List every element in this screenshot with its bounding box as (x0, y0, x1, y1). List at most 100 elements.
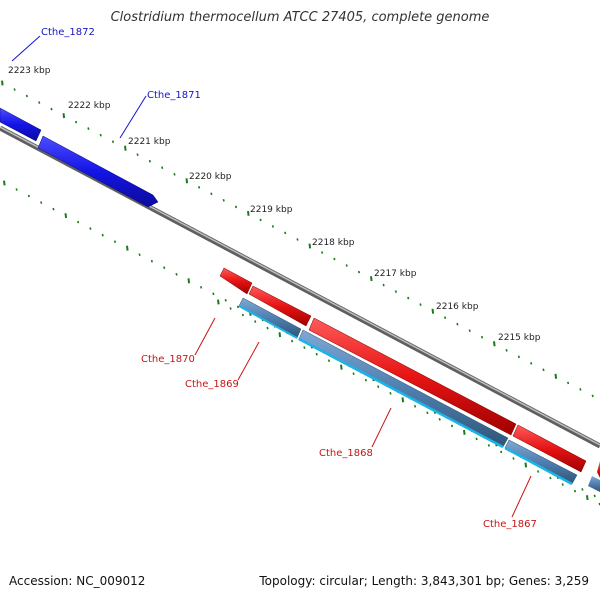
cds-highlight-2 (298, 337, 504, 449)
scale-ticks-outer (1, 80, 594, 398)
gene-label-cthe-1871[interactable]: Cthe_1871 (147, 90, 201, 101)
gene-arrow-cthe-1871[interactable] (37, 135, 159, 208)
topology-text: Topology: circular; Length: 3,843,301 bp… (259, 574, 589, 588)
scale-tick-outer-17 (210, 192, 213, 196)
cds-ticks (217, 299, 600, 506)
cds-tick-23 (500, 450, 503, 454)
scale-tick-inner-8 (101, 233, 104, 237)
scale-tick-outer-22 (271, 225, 274, 228)
gene-arrow-red-3[interactable] (308, 317, 517, 436)
cds-tick-2 (241, 313, 244, 317)
scale-tick-outer-28 (345, 264, 348, 267)
scale-tick-outer-36 (444, 316, 447, 320)
scale-tick-outer-6 (75, 120, 78, 124)
cds-tick-7 (303, 346, 306, 349)
cds-tick-13 (377, 385, 380, 389)
gene-label-cthe-1868[interactable]: Cthe_1868 (319, 448, 373, 459)
scale-label-2222: 2222 kbp (68, 101, 111, 111)
gene-arrow-cthe-1872[interactable] (0, 107, 42, 142)
scale-tick-outer-45 (554, 373, 558, 379)
scale-tick-outer-13 (161, 166, 164, 170)
scale-label-2217: 2217 kbp (374, 269, 417, 279)
scale-tick-inner-3 (40, 201, 43, 204)
scale-tick-outer-9 (111, 140, 115, 144)
cds-tick-5 (278, 332, 282, 338)
scale-tick-outer-44 (542, 368, 545, 372)
scale-tick-outer-48 (591, 394, 594, 398)
gene-arrow-red-1[interactable] (219, 267, 253, 295)
cds-tick-19 (450, 424, 454, 428)
cds-arrow-2[interactable] (298, 329, 509, 448)
callout-cthe-1869 (237, 341, 260, 381)
cds-tick-28 (561, 483, 564, 486)
scale-tick-outer-16 (198, 185, 201, 189)
scale-label-2215: 2215 kbp (498, 333, 541, 343)
cds-tick-14 (389, 391, 392, 395)
callout-cthe-1867 (511, 475, 532, 518)
callout-cthe-1871 (119, 95, 147, 139)
gene-label-cthe-1869[interactable]: Cthe_1869 (185, 379, 239, 390)
scale-tick-outer-5 (62, 113, 66, 119)
scale-tick-outer-18 (222, 198, 225, 202)
cds-tick-18 (438, 417, 441, 421)
cds-tick-10 (340, 364, 343, 370)
cds-highlight-3 (504, 446, 573, 486)
scale-tick-outer-4 (50, 107, 53, 111)
scale-tick-outer-1 (13, 88, 16, 91)
cds-tick-25 (524, 462, 528, 468)
scale-tick-outer-11 (136, 153, 139, 157)
cds-tick-6 (291, 339, 294, 343)
scale-tick-outer-7 (87, 127, 90, 130)
cds-arrow-4[interactable] (588, 476, 600, 492)
cds-highlight-1 (238, 305, 298, 339)
cds-tick-21 (475, 437, 478, 441)
scale-tick-outer-38 (468, 329, 471, 333)
cds-tick-4 (266, 326, 269, 330)
scale-tick-outer-19 (234, 205, 238, 209)
scale-tick-outer-26 (321, 251, 324, 254)
gene-label-cthe-1870[interactable]: Cthe_1870 (141, 354, 195, 365)
scale-tick-outer-32 (394, 290, 397, 293)
scale-tick-outer-37 (456, 322, 459, 326)
scale-tick-inner-16 (200, 285, 203, 289)
scale-tick-inner-48 (593, 494, 596, 498)
cds-tick-16 (414, 404, 417, 408)
scale-tick-outer-24 (296, 238, 299, 241)
scale-tick-outer-29 (357, 270, 361, 274)
scale-label-2220: 2220 kbp (189, 172, 232, 182)
scale-label-2219: 2219 kbp (250, 205, 293, 215)
cds-tick-26 (537, 470, 540, 473)
scale-tick-inner-47 (581, 488, 584, 491)
gene-label-cthe-1867[interactable]: Cthe_1867 (483, 519, 537, 530)
scale-label-2216: 2216 kbp (436, 302, 479, 312)
scale-tick-outer-23 (284, 231, 287, 235)
scale-tick-outer-20 (247, 210, 250, 216)
scale-tick-outer-33 (407, 296, 410, 300)
gene-arrow-red-5[interactable] (597, 461, 600, 478)
scale-tick-outer-8 (99, 133, 102, 137)
scale-tick-outer-31 (382, 283, 385, 287)
scale-tick-inner-4 (52, 207, 55, 211)
gene-arrow-red-4[interactable] (512, 424, 587, 473)
callout-cthe-1870 (194, 317, 216, 356)
scale-tick-outer-46 (567, 381, 570, 385)
scale-tick-inner-11 (138, 253, 141, 257)
cds-tick-29 (573, 489, 577, 493)
scale-label-2218: 2218 kbp (312, 238, 355, 248)
cds-tick-22 (487, 444, 490, 447)
gene-label-cthe-1872[interactable]: Cthe_1872 (41, 27, 95, 38)
scale-tick-inner-7 (89, 227, 92, 230)
gene-arrow-red-2[interactable] (248, 285, 312, 327)
scale-tick-outer-12 (148, 159, 151, 163)
scale-tick-outer-10 (124, 145, 127, 151)
scale-tick-outer-21 (259, 218, 262, 222)
scale-tick-inner-14 (175, 272, 178, 276)
scale-tick-inner-9 (113, 240, 117, 244)
callout-cthe-1868 (371, 407, 392, 448)
scale-tick-inner-15 (187, 278, 191, 284)
scale-tick-inner-1 (15, 188, 18, 191)
map-title: Clostridium thermocellum ATCC 27405, com… (110, 10, 490, 25)
scale-tick-inner-13 (163, 266, 166, 270)
scale-tick-outer-43 (530, 361, 533, 365)
